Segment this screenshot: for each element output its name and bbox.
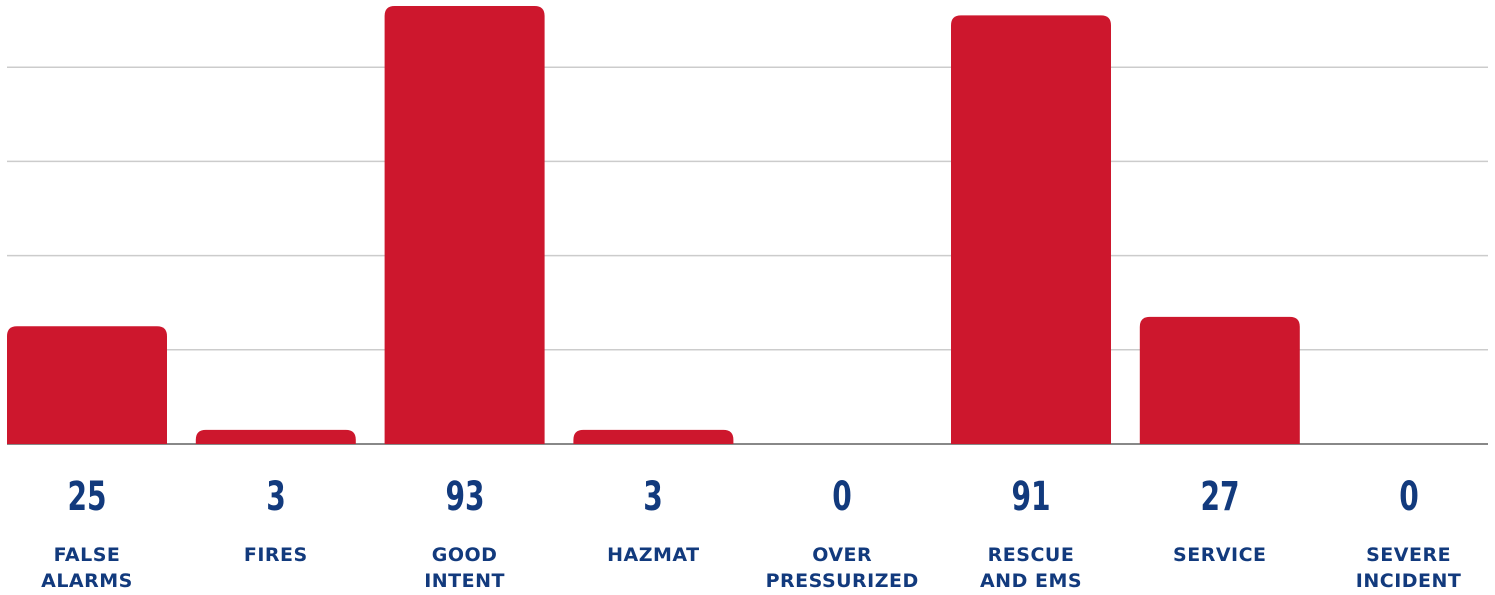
value-label: 3 xyxy=(266,474,286,520)
category-label: FIRES xyxy=(243,544,308,566)
value-label: 3 xyxy=(643,474,664,520)
bar xyxy=(573,429,734,444)
value-label: 25 xyxy=(67,474,107,520)
category-label: SEVERE INCIDENT xyxy=(1355,544,1462,592)
bar xyxy=(384,6,545,444)
category-label: HAZMAT xyxy=(607,544,700,566)
bar xyxy=(7,326,167,444)
category-label: SERVICE xyxy=(1173,544,1267,566)
category-label: FALSE ALARMS xyxy=(41,544,133,592)
value-label: 91 xyxy=(1011,474,1051,520)
category-label: OVER PRESSURIZED xyxy=(765,544,919,592)
category-label: GOOD INTENT xyxy=(424,544,505,592)
bar xyxy=(1139,316,1300,444)
value-label: 27 xyxy=(1200,474,1240,520)
bar xyxy=(195,429,356,444)
value-label: 93 xyxy=(445,474,485,520)
value-label: 0 xyxy=(1398,474,1419,520)
value-label: 0 xyxy=(832,474,852,520)
category-label: RESCUE AND EMS xyxy=(979,544,1083,592)
bar xyxy=(951,15,1111,445)
